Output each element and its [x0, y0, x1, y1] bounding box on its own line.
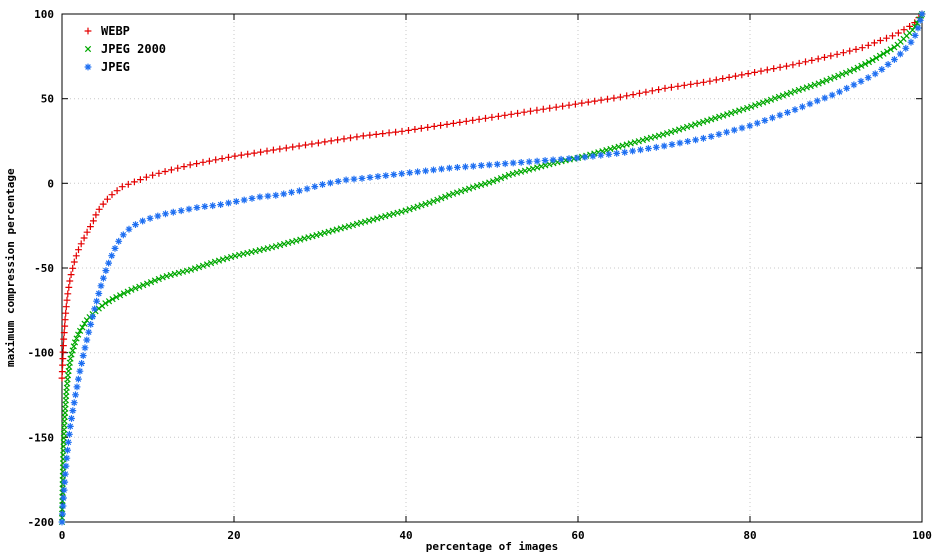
series-jpeg	[58, 10, 926, 526]
series-webp	[58, 10, 926, 382]
svg-text:60: 60	[571, 529, 584, 542]
svg-text:-150: -150	[28, 431, 55, 444]
legend-marker-webp	[84, 27, 92, 35]
svg-text:40: 40	[399, 529, 412, 542]
svg-text:50: 50	[41, 93, 54, 106]
svg-text:0: 0	[47, 177, 54, 190]
legend-marker-jpeg-2000	[84, 45, 92, 53]
legend: WEBP JPEG 2000 JPEG	[84, 24, 166, 74]
legend-label-webp: WEBP	[101, 24, 130, 38]
legend-marker-jpeg	[84, 63, 92, 71]
grid-lines	[62, 14, 922, 522]
y-tick-labels: -200 -150 -100 -50 0 50 100	[28, 8, 55, 529]
svg-text:20: 20	[227, 529, 240, 542]
svg-text:-200: -200	[28, 516, 55, 529]
x-tick-labels: 0 20 40 60 80 100	[59, 529, 932, 542]
legend-label-jpeg-2000: JPEG 2000	[101, 42, 166, 56]
y-axis-label: maximum compression percentage	[4, 168, 17, 368]
x-axis-label: percentage of images	[425, 540, 559, 553]
svg-text:-50: -50	[34, 262, 54, 275]
svg-text:80: 80	[743, 529, 756, 542]
svg-text:-100: -100	[28, 347, 55, 360]
legend-label-jpeg: JPEG	[101, 60, 130, 74]
svg-text:100: 100	[34, 8, 54, 21]
svg-text:0: 0	[59, 529, 66, 542]
svg-text:100: 100	[912, 529, 932, 542]
